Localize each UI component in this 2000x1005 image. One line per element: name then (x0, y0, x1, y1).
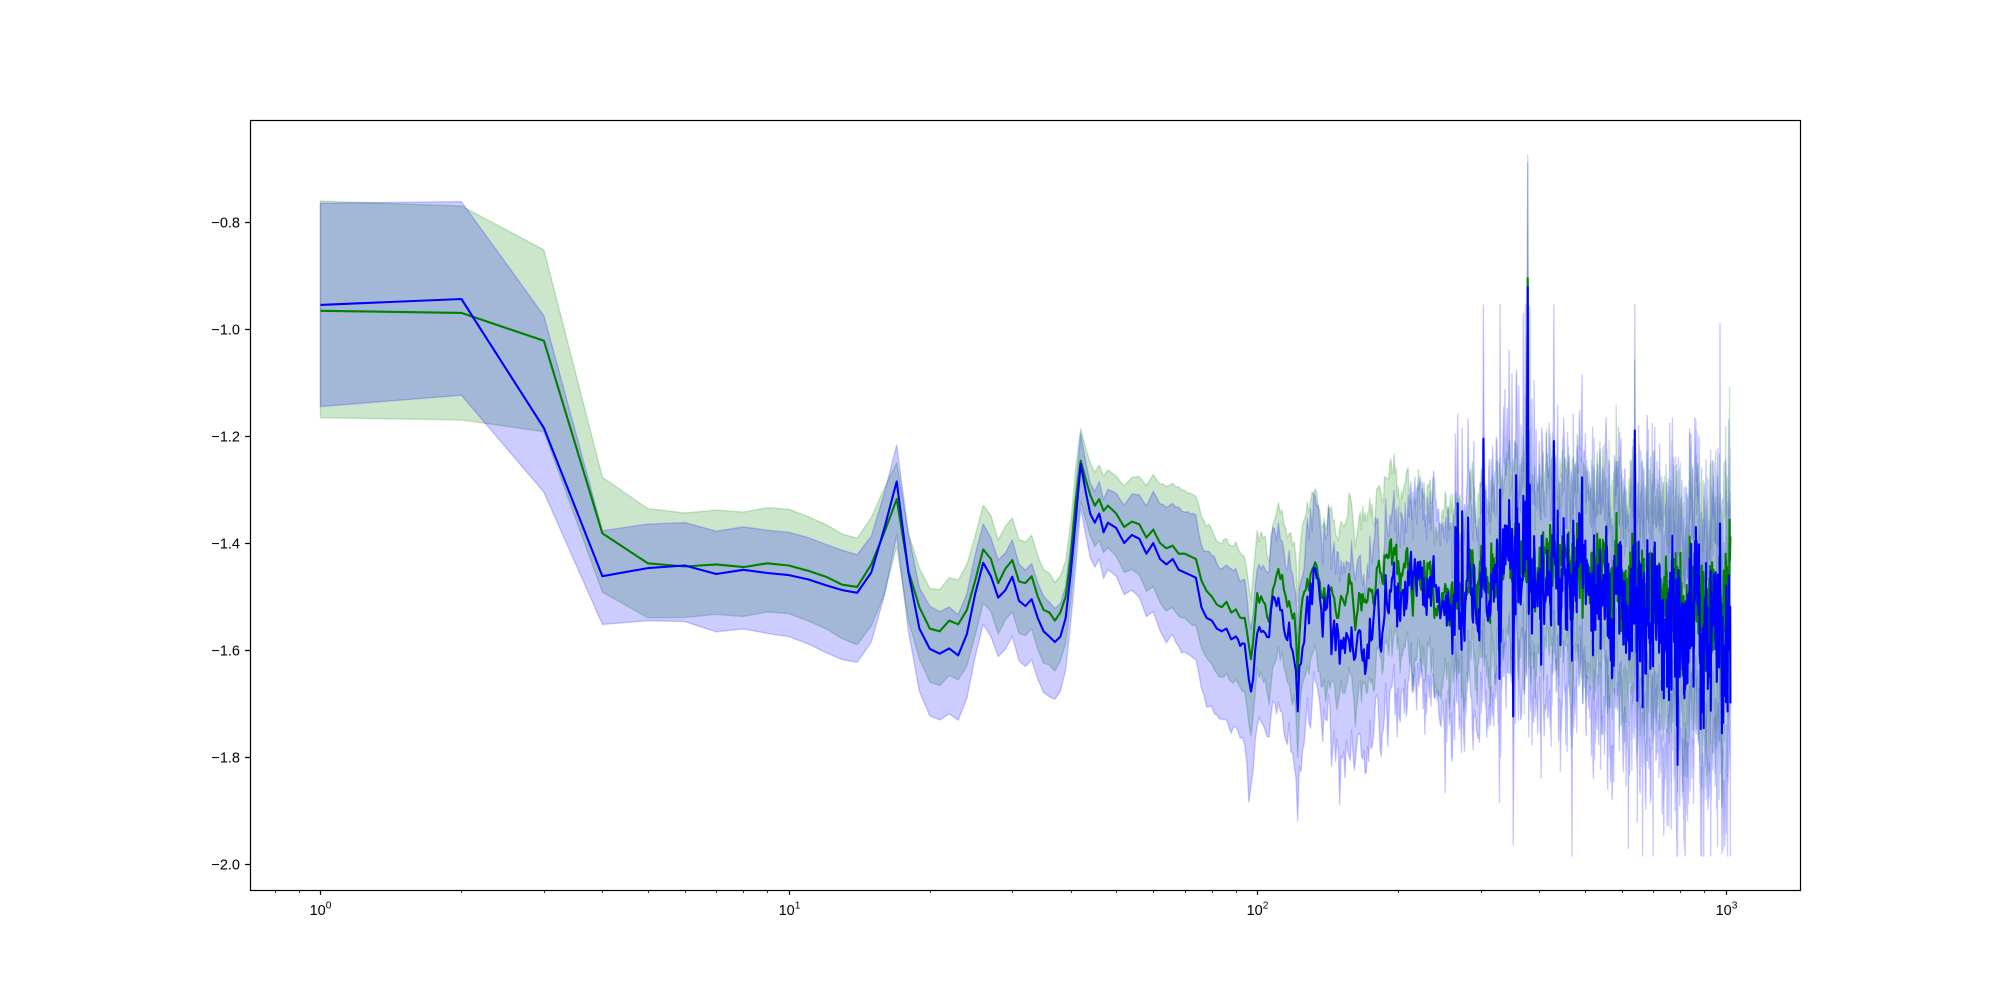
svg-text:−1.6: −1.6 (211, 643, 240, 659)
svg-text:−1.4: −1.4 (211, 536, 240, 552)
svg-text:−1.2: −1.2 (211, 429, 240, 445)
svg-text:−2.0: −2.0 (211, 857, 240, 873)
svg-text:−1.0: −1.0 (211, 322, 240, 338)
svg-text:−0.8: −0.8 (211, 215, 240, 231)
svg-text:−1.8: −1.8 (211, 750, 240, 766)
